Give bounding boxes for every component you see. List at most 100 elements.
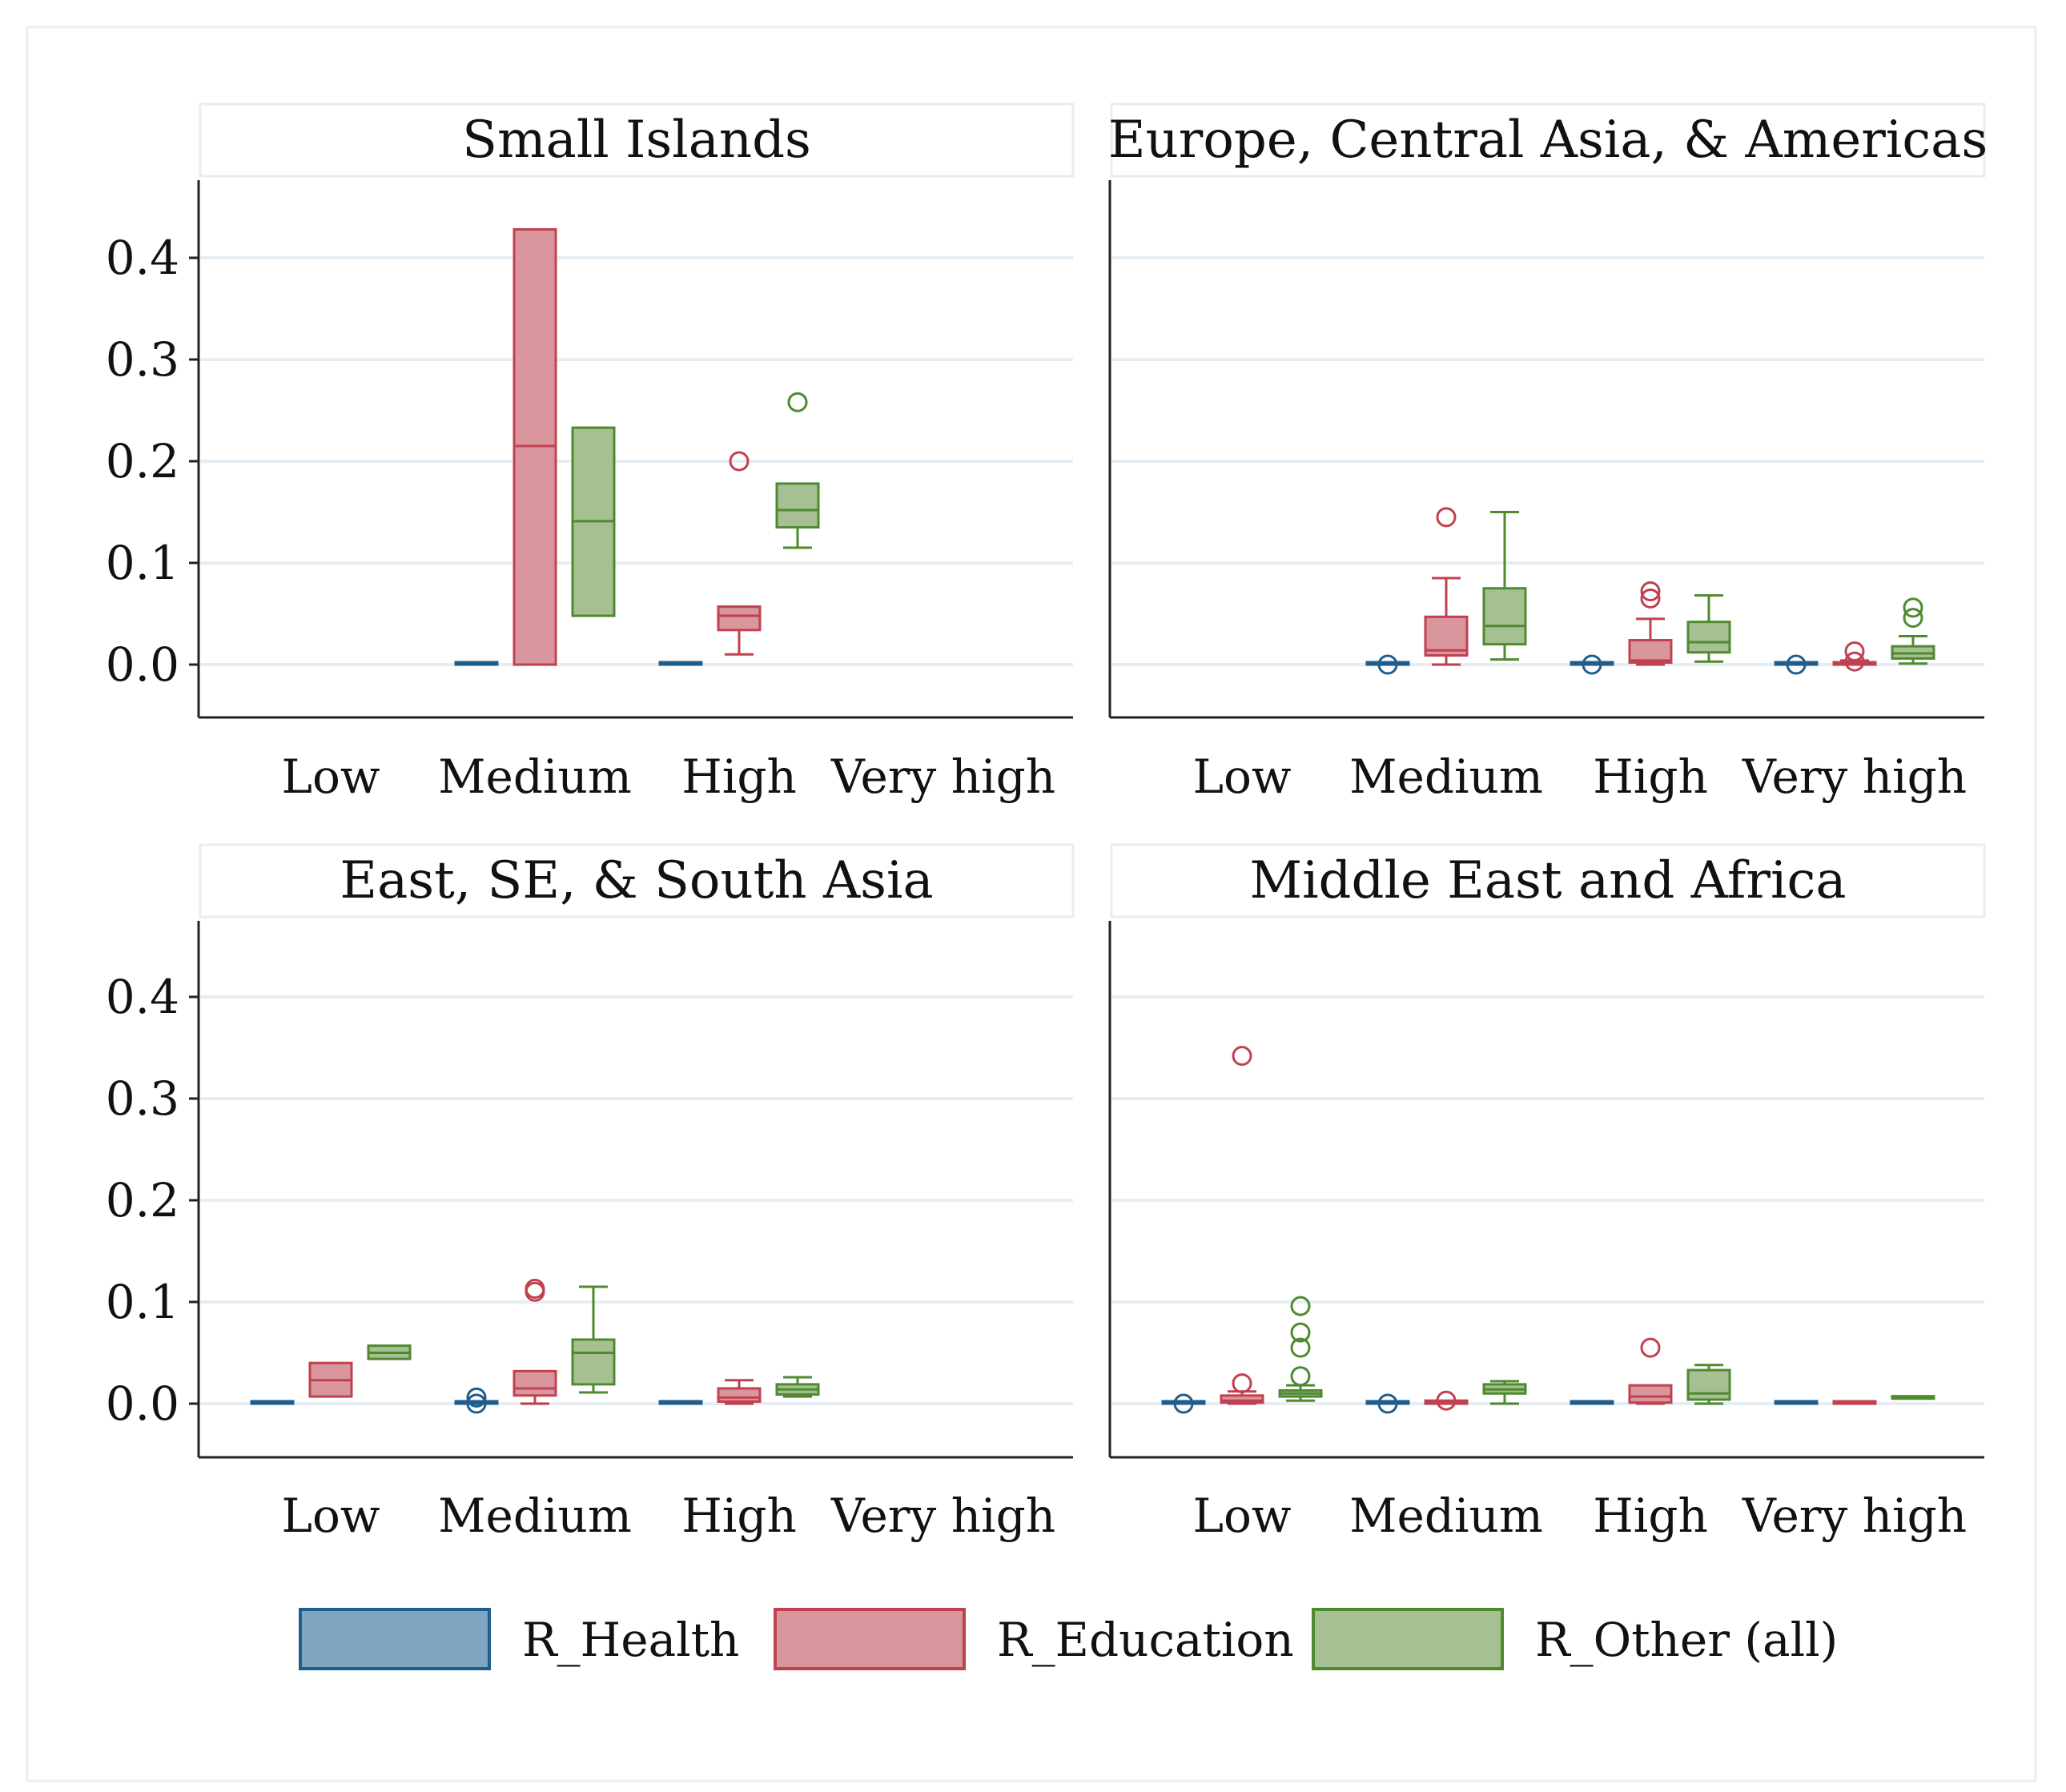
outlier-point xyxy=(1232,1373,1252,1394)
outlier-point xyxy=(1290,1337,1311,1358)
box-other-low xyxy=(367,1344,412,1360)
y-tick-label: 0.2 xyxy=(106,1173,179,1227)
outlier-point xyxy=(729,451,750,472)
box-education-high xyxy=(1628,581,1673,666)
x-tick-label: Very high xyxy=(1742,1489,1967,1543)
box-education-medium xyxy=(512,1278,557,1405)
box-body xyxy=(512,1369,557,1397)
panel-title: Small Islands xyxy=(462,110,811,170)
panel-title-strip xyxy=(199,102,1075,178)
box-education-low xyxy=(308,1361,353,1398)
box-other-low xyxy=(1278,1296,1323,1402)
box-health-medium xyxy=(454,1387,499,1414)
box-education-high xyxy=(1628,1337,1673,1405)
box-body xyxy=(717,605,762,632)
outlier-point xyxy=(1640,1337,1661,1358)
x-tick-label: Low xyxy=(281,1489,380,1543)
x-tick-label: Very high xyxy=(1742,749,1967,804)
outlier-point xyxy=(1377,654,1398,675)
outlier-point xyxy=(1903,597,1923,618)
box-body xyxy=(775,482,820,529)
box-health-high xyxy=(1570,1400,1614,1405)
outlier-point xyxy=(525,1278,545,1299)
box-education-very-high xyxy=(1832,1400,1877,1405)
box-body xyxy=(1686,1368,1731,1401)
outlier-point xyxy=(1290,1296,1311,1316)
box-education-medium xyxy=(512,227,557,666)
box-body xyxy=(1686,621,1731,654)
legend-swatch-other xyxy=(1312,1608,1504,1670)
box-body xyxy=(571,1338,616,1386)
box-health-medium xyxy=(1365,1393,1410,1414)
y-tick-label: 0.1 xyxy=(106,1275,179,1329)
y-tick-label: 0.4 xyxy=(106,231,179,285)
panel-1: Small Islands 0.0 0.1 0.2 0.3 0.4 Low Medium Hig… xyxy=(106,102,1075,804)
x-tick-label: Low xyxy=(1192,1489,1291,1543)
y-tick-label: 0.4 xyxy=(106,970,179,1024)
box-body xyxy=(1628,1384,1673,1404)
box-education-medium xyxy=(1424,507,1469,666)
box-other-very-high xyxy=(1891,1395,1935,1400)
x-tick-label: Low xyxy=(281,749,380,804)
outlier-point xyxy=(1903,608,1923,629)
outlier-point xyxy=(1436,507,1457,528)
outlier-point xyxy=(1436,1390,1457,1411)
box-health-low xyxy=(1161,1393,1206,1414)
x-tick-label: High xyxy=(681,749,797,804)
panel-title: Europe, Central Asia, & Americas xyxy=(1108,110,1988,170)
panel-2: Europe, Central Asia, & Americas Low Mediu… xyxy=(1108,102,1988,804)
box-education-very-high xyxy=(1832,641,1877,672)
outlier-point xyxy=(1290,1322,1311,1343)
box-other-medium xyxy=(1482,1380,1527,1405)
outlier-point xyxy=(466,1393,487,1414)
x-tick-label: Very high xyxy=(830,749,1055,804)
box-health-very-high xyxy=(1774,1400,1819,1405)
box-other-high xyxy=(1686,1364,1731,1405)
outlier-point xyxy=(1844,651,1865,672)
panel-title-strip xyxy=(199,843,1075,918)
box-other-high xyxy=(775,1376,820,1398)
outlier-point xyxy=(1844,641,1865,661)
box-health-high xyxy=(658,1400,703,1405)
outlier-point xyxy=(1640,581,1661,602)
y-tick-label: 0.3 xyxy=(106,332,179,387)
panel-3: East, SE, & South Asia 0.0 0.1 0.2 0.3 0.4 Low… xyxy=(106,843,1075,1543)
outlier-point xyxy=(787,392,808,412)
y-tick-label: 0.3 xyxy=(106,1071,179,1126)
box-body xyxy=(1424,615,1469,657)
legend-label-health: R_Health xyxy=(522,1613,739,1667)
box-body xyxy=(717,1387,762,1403)
outlier-point xyxy=(466,1387,487,1408)
legend-label-education: R_Education xyxy=(997,1613,1294,1667)
box-education-medium xyxy=(1424,1390,1469,1411)
box-health-medium xyxy=(1365,654,1410,675)
outer-frame xyxy=(26,26,2037,1782)
box-other-medium xyxy=(571,1285,616,1394)
box-education-low xyxy=(1220,1046,1264,1405)
panel-title: East, SE, & South Asia xyxy=(340,851,933,910)
box-health-low xyxy=(250,1400,295,1405)
x-tick-label: Low xyxy=(1192,749,1291,804)
panel-title-strip xyxy=(1110,102,1986,178)
box-other-medium xyxy=(571,426,616,617)
x-tick-label: High xyxy=(681,1489,797,1543)
x-tick-label: Medium xyxy=(438,749,632,804)
outlier-point xyxy=(1640,588,1661,609)
outlier-point xyxy=(1232,1046,1252,1067)
legend-swatch-health xyxy=(299,1608,491,1670)
box-body xyxy=(1482,587,1527,646)
box-other-high xyxy=(1686,594,1731,663)
y-tick-label: 0.1 xyxy=(106,536,179,590)
box-education-high xyxy=(717,1379,762,1405)
box-health-high xyxy=(1570,654,1614,675)
panel-4: Middle East and Africa Low Medium High Very … xyxy=(1108,843,1986,1543)
box-health-very-high xyxy=(1774,654,1819,675)
box-other-medium xyxy=(1482,511,1527,661)
box-health-high xyxy=(658,661,703,666)
y-tick-label: 0.2 xyxy=(106,434,179,488)
legend: R_Health R_Education R_Other (all) xyxy=(299,1608,1838,1670)
panel-title: Middle East and Africa xyxy=(1250,851,1847,910)
box-education-high xyxy=(717,451,762,656)
x-tick-label: Medium xyxy=(1349,1489,1543,1543)
